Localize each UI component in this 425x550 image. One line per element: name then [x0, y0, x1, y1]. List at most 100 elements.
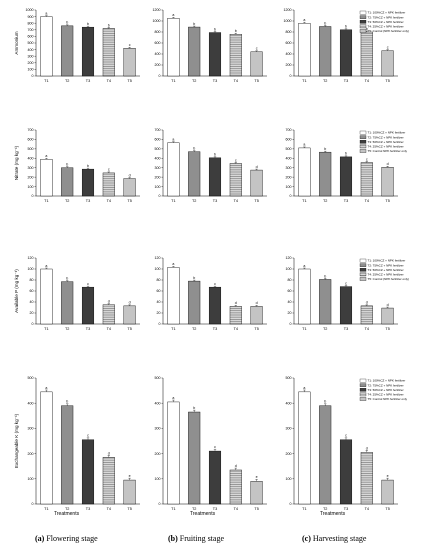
significance-letter: a	[303, 386, 305, 390]
y-tick-label: 300	[28, 166, 34, 170]
significance-letter: a	[45, 11, 47, 15]
x-tick-label: T2	[192, 79, 196, 83]
legend-entry: T5: Control (NPK fertilizer only)	[368, 29, 410, 33]
significance-letter: c	[108, 168, 110, 172]
x-tick-label: T3	[213, 79, 217, 83]
bar-t1	[40, 268, 53, 325]
x-tick-label: T3	[344, 507, 348, 511]
bar-t4	[229, 163, 242, 197]
legend-swatch	[359, 392, 367, 397]
y-tick-label: 100	[286, 477, 292, 481]
x-tick-label: T4	[365, 507, 369, 511]
legend-swatch	[359, 277, 367, 281]
bar-t1	[167, 267, 180, 325]
legend-entry: T4: 25%CZ + NPK fertilizer	[368, 25, 404, 29]
bar-t1	[298, 147, 311, 197]
x-tick-label: T2	[323, 79, 327, 83]
y-tick-label: 600	[286, 41, 292, 45]
x-tick-label: T2	[65, 79, 69, 83]
y-tick-label: 20	[30, 311, 34, 315]
x-tick-label: T4	[365, 199, 369, 203]
bar-t2	[61, 167, 74, 197]
significance-letter: a	[45, 264, 47, 268]
x-tick-label: T5	[127, 327, 131, 331]
legend-swatch	[359, 397, 367, 401]
y-tick-label: 40	[30, 300, 34, 304]
x-tick-label: T4	[107, 79, 111, 83]
significance-letter: c	[87, 282, 89, 286]
significance-letter: d	[366, 446, 368, 450]
bar-t2	[61, 405, 74, 505]
bar-t3	[339, 439, 353, 505]
bar-t5	[250, 306, 263, 325]
y-tick-label: 0	[290, 194, 292, 198]
y-tick-label: 200	[28, 452, 34, 456]
legend-swatch	[359, 20, 367, 24]
y-tick-label: 500	[155, 376, 161, 380]
x-tick-label: T4	[234, 327, 238, 331]
legend-entry: T5: Control (NPK fertilizer only)	[368, 277, 410, 281]
significance-letter: a	[303, 264, 305, 268]
y-tick-label: 0	[32, 322, 34, 326]
y-tick-label: 100	[286, 185, 292, 189]
significance-letter: b	[345, 25, 347, 29]
y-tick-label: 700	[28, 28, 34, 32]
significance-letter: d	[235, 464, 237, 468]
y-axis-label: Nitrate (mg kg⁻¹)	[14, 145, 19, 180]
y-tick-label: 100	[155, 477, 161, 481]
y-tick-label: 400	[28, 401, 34, 405]
x-tick-label: T1	[302, 507, 306, 511]
y-tick-label: 500	[28, 41, 34, 45]
x-tick-label: T5	[254, 507, 258, 511]
y-tick-label: 500	[28, 376, 34, 380]
chart-panel-4: 0 100 200 300 400 500 600 700 Nitrate (mg kg⁻¹) a…	[14, 128, 140, 203]
x-tick-label: T3	[344, 79, 348, 83]
bar-t5	[381, 307, 394, 325]
y-tick-label: 300	[28, 54, 34, 58]
chart-panel-11: 0 100 200 300 400 500 a T1 b T2 c T3 d T4 e T5	[155, 376, 267, 511]
bar-t2	[319, 151, 332, 197]
x-tick-label: T2	[65, 199, 69, 203]
x-tick-label: T2	[323, 199, 327, 203]
legend-entry: T2: 75%CZ + NPK fertilizer	[368, 15, 404, 19]
bar-t4	[360, 305, 373, 325]
x-tick-label: T5	[385, 327, 389, 331]
bar-t3	[81, 26, 95, 77]
x-tick-label: T3	[213, 327, 217, 331]
significance-letter: e	[256, 475, 258, 479]
y-tick-label: 400	[286, 156, 292, 160]
significance-letter: c	[256, 47, 258, 51]
x-tick-label: T5	[127, 507, 131, 511]
bar-t3	[208, 157, 222, 197]
significance-letter: c	[214, 445, 216, 449]
y-tick-label: 200	[28, 175, 34, 179]
x-tick-label: T4	[107, 507, 111, 511]
bar-t4	[229, 469, 242, 505]
x-tick-label: T4	[234, 507, 238, 511]
chart-panel-9: 0 20 40 60 80 100 120 a T1 b T2 c T3 d T4 d T5 T1: 100%CZ…	[286, 256, 410, 331]
x-tick-label: T2	[192, 507, 196, 511]
y-tick-label: 100	[28, 68, 34, 72]
bar-t5	[381, 479, 394, 505]
significance-letter: b	[214, 27, 216, 31]
y-tick-label: 600	[28, 138, 34, 142]
y-tick-label: 600	[28, 35, 34, 39]
significance-letter: b	[66, 21, 68, 25]
y-tick-label: 0	[32, 74, 34, 78]
x-tick-label: T1	[302, 327, 306, 331]
bar-t1	[167, 18, 180, 77]
significance-letter: b	[193, 22, 195, 26]
bar-t3	[339, 286, 353, 325]
y-tick-label: 800	[28, 21, 34, 25]
y-tick-label: 100	[28, 185, 34, 189]
bar-t2	[319, 279, 332, 325]
legend-swatch	[359, 140, 367, 144]
significance-letter: d	[129, 173, 131, 177]
y-tick-label: 40	[157, 300, 161, 304]
y-tick-label: 300	[155, 166, 161, 170]
legend-swatch	[359, 149, 367, 153]
bar-t1	[40, 16, 53, 77]
legend-entry: T4: 25%CZ + NPK fertilizer	[368, 273, 404, 277]
